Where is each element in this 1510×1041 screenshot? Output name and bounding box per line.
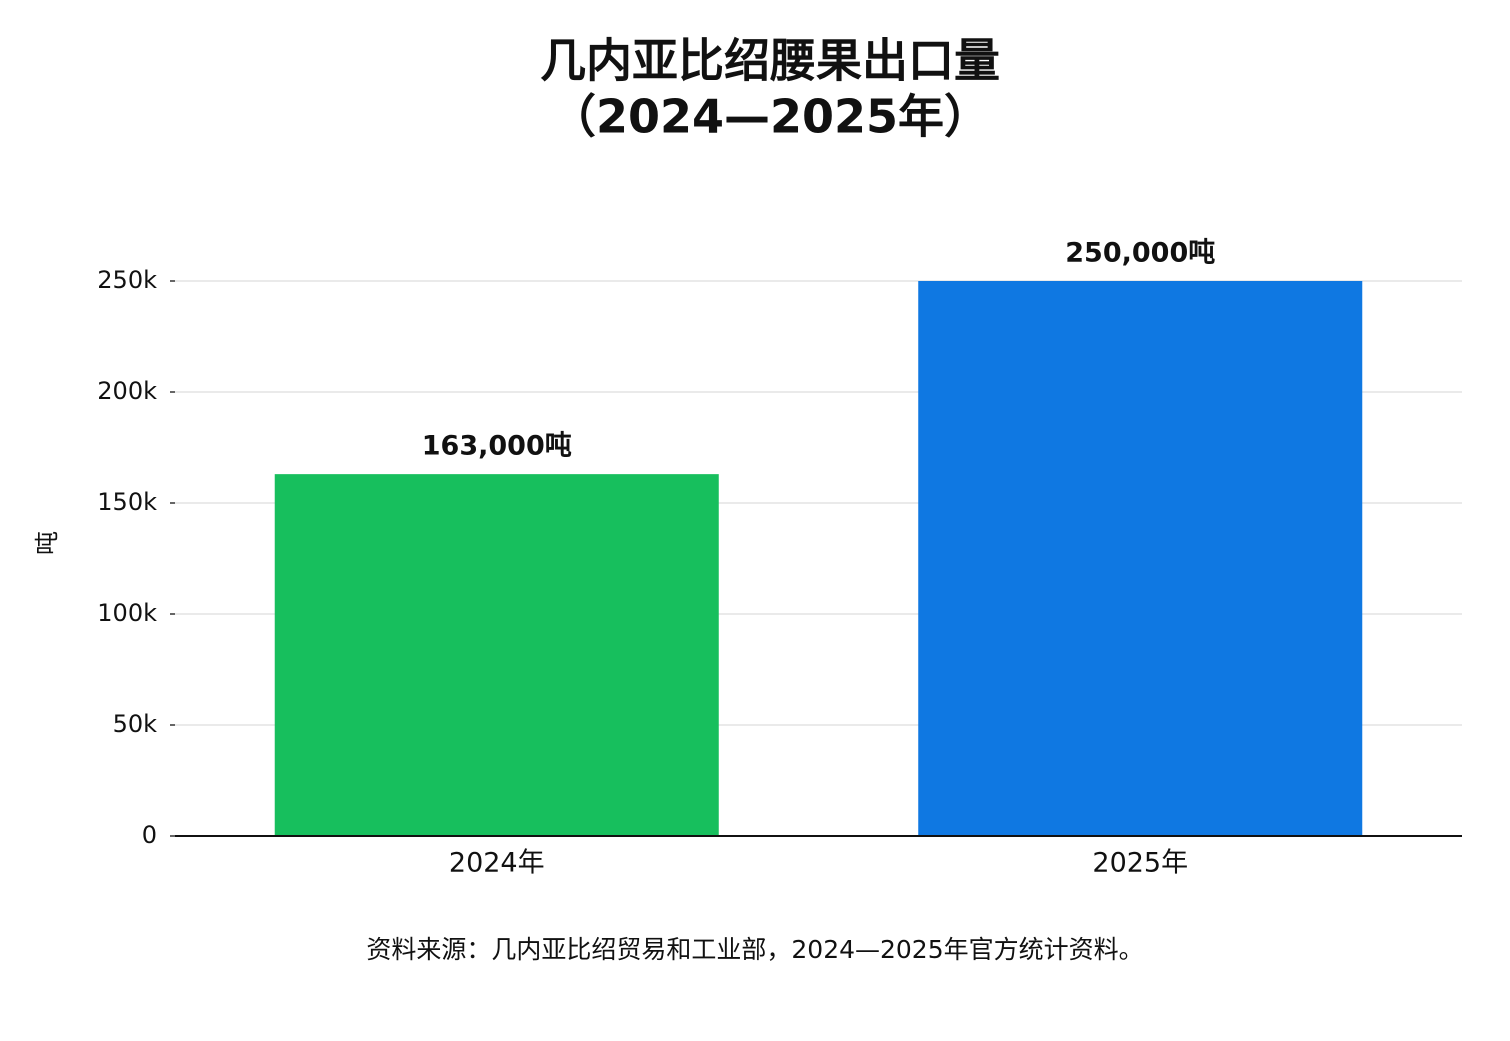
- x-tick-label: 2024年: [449, 848, 545, 879]
- y-tick-label: 200k: [97, 377, 157, 405]
- bar: [274, 474, 719, 836]
- y-tick-label: 150k: [97, 488, 157, 516]
- y-tick-label: 250k: [97, 266, 157, 294]
- data-label: 250,000吨: [1065, 238, 1215, 269]
- bar: [918, 281, 1363, 836]
- source-note: 资料来源：几内亚比绍贸易和工业部，2024—2025年官方统计资料。: [366, 935, 1143, 964]
- chart-title: 几内亚比绍腰果出口量: [540, 34, 1000, 88]
- x-tick-label: 2025年: [1092, 848, 1188, 879]
- data-label: 163,000吨: [422, 431, 572, 462]
- chart-subtitle: （2024—2025年）: [550, 90, 990, 144]
- y-tick-label: 100k: [97, 599, 157, 627]
- y-tick-label: 50k: [113, 710, 158, 738]
- y-axis-label: 吨: [33, 531, 61, 555]
- y-tick-label: 0: [142, 821, 157, 849]
